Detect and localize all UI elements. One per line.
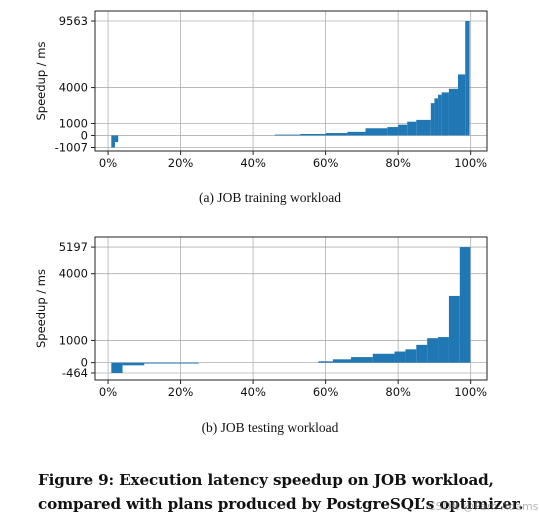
bar [398,124,408,136]
y-tick-label: 4000 [59,81,88,95]
x-tick-label: 40% [240,156,266,170]
y-axis-label: Speedup / ms [34,269,48,348]
chart-b: 0% 20% 40% 60% 80% 100% 5197 4000 1000 0-464 Speed… [34,236,488,435]
y-tick-label: 1000 [59,333,88,347]
y-tick-label: 0 [81,128,88,142]
y-tick-label: -464 [62,366,88,380]
bar [448,295,460,363]
bar [318,361,333,363]
bar [114,135,119,143]
y-tick-label: 1000 [59,116,88,130]
bar [372,353,395,363]
bar [394,351,406,363]
x-tick-label: 60% [313,385,339,399]
bar [300,134,326,136]
bar [441,92,449,136]
y-tick-label: 0 [81,356,88,370]
bar [122,362,145,366]
bar [448,88,458,136]
x-tick-label: 0% [99,156,117,170]
bar [405,349,417,363]
bar [111,362,123,373]
bar [407,121,417,136]
bar [325,133,348,136]
bar [347,131,366,136]
bar [144,362,199,364]
x-tick-label: 60% [313,156,339,170]
bar [457,74,466,136]
y-tick-label: -1007 [55,140,88,154]
chart-subtitle: (a) JOB training workload [199,190,341,205]
x-tick-label: 100% [454,156,487,170]
bar [365,128,388,136]
plot-frame [94,236,488,381]
bar [387,127,399,136]
x-tick-label: 40% [240,385,266,399]
figure-caption: Figure 9: Execution latency speedup on J… [38,471,524,513]
x-tick-label: 100% [454,385,487,399]
bar [332,359,352,363]
y-tick-label: 4000 [59,267,88,281]
y-tick-label: 9563 [59,14,88,28]
x-tick-label: 20% [168,156,194,170]
bar [111,135,115,148]
watermark: CSDN @Pam Adams [428,500,539,513]
bar [438,337,449,363]
x-tick-label: 80% [385,385,411,399]
bar [434,98,439,136]
bar [465,21,470,136]
y-axis-label: Speedup / ms [34,41,48,120]
x-tick-label: 20% [168,385,194,399]
bar [416,344,428,363]
bar [274,134,301,136]
bar [427,338,439,363]
y-tick-label: 5197 [59,240,88,254]
bar [351,357,373,363]
chart-subtitle: (b) JOB testing workload [202,420,339,435]
bar [430,103,435,136]
x-tick-label: 80% [385,156,411,170]
x-tick-label: 0% [99,385,117,399]
plot-frame [94,10,488,152]
bar [416,119,431,136]
bar [459,247,471,363]
bar [438,94,442,136]
